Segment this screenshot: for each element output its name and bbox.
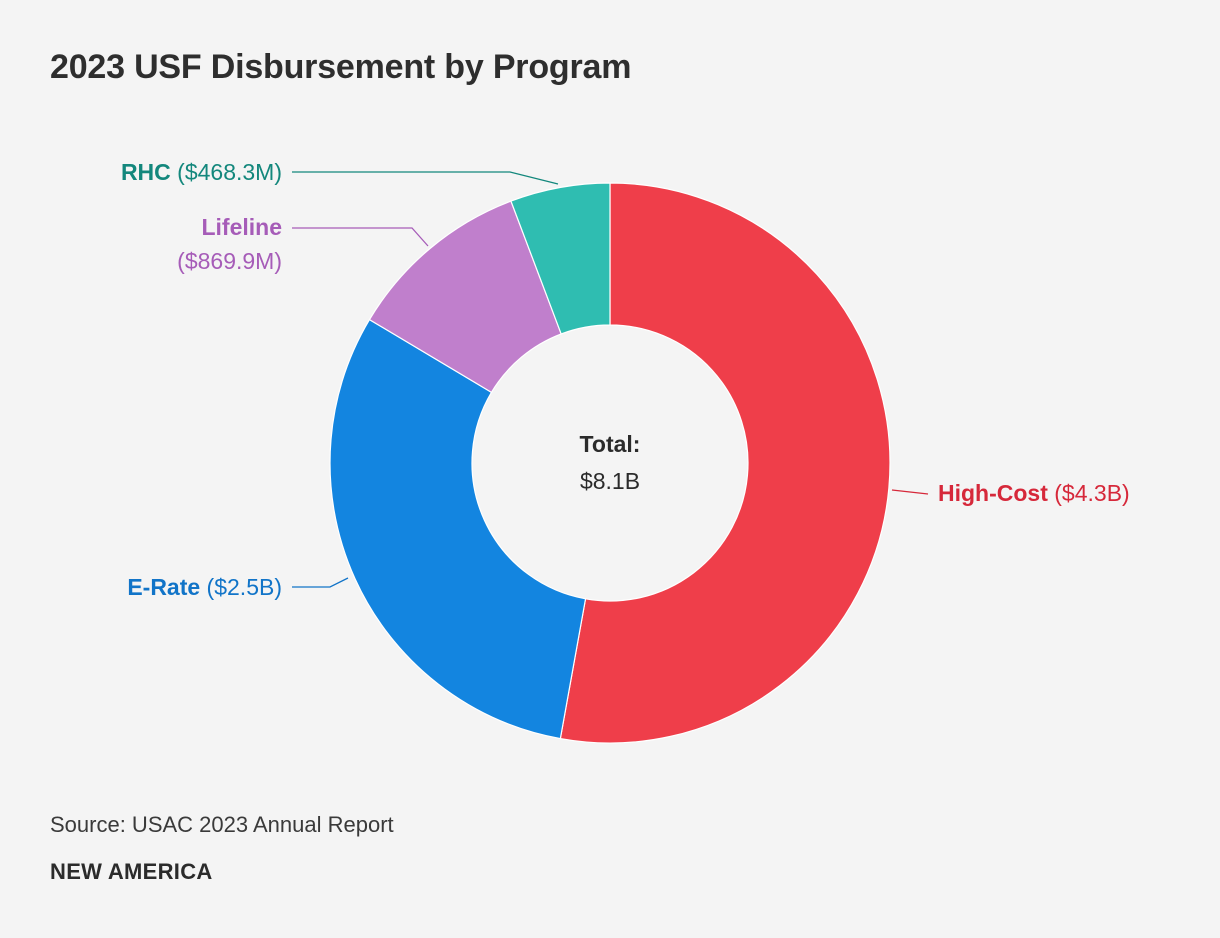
leader-line-lifeline [292, 227, 429, 247]
leader-line-e-rate [292, 577, 349, 588]
center-value: $8.1B [580, 468, 640, 494]
leader-line-rhc [292, 171, 559, 185]
leader-line-high-cost [891, 489, 929, 495]
brand-logo-text: NEW AMERICA [50, 859, 213, 884]
label-high-cost: High-Cost ($4.3B) [938, 480, 1130, 506]
slice-rhc [510, 182, 611, 335]
slice-e-rate [329, 318, 587, 740]
label-name-lifeline: Lifeline [201, 214, 282, 240]
label-value-lifeline: ($869.9M) [177, 248, 282, 274]
label-rhc: RHC ($468.3M) [121, 159, 282, 185]
label-value-high-cost: ($4.3B) [1048, 480, 1130, 506]
label-name-rhc: RHC [121, 159, 171, 185]
label-e-rate: E-Rate ($2.5B) [127, 574, 282, 600]
label-name-e-rate: E-Rate [127, 574, 200, 600]
slice-high-cost [559, 182, 891, 744]
chart-title: 2023 USF Disbursement by Program [50, 48, 632, 86]
label-value-rhc: ($468.3M) [171, 159, 282, 185]
label-value-e-rate: ($2.5B) [200, 574, 282, 600]
source-note: Source: USAC 2023 Annual Report [50, 812, 394, 837]
label-name-high-cost: High-Cost [938, 480, 1048, 506]
center-label: Total: [580, 431, 641, 457]
